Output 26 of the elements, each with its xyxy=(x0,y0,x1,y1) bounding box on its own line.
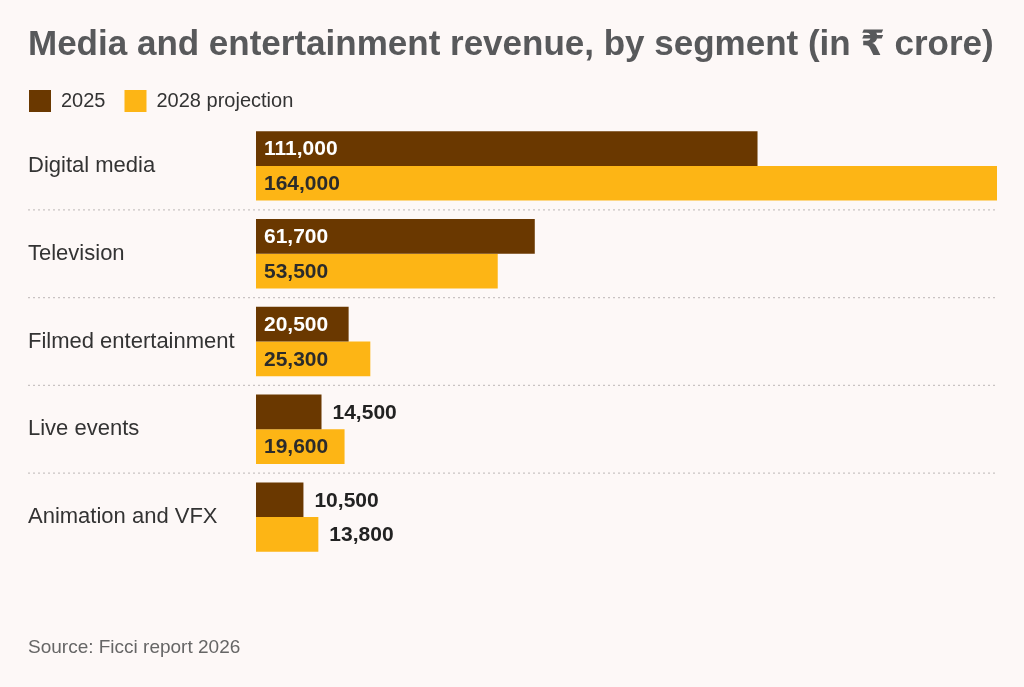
data-label: 13,800 xyxy=(329,522,394,546)
chart-title: Media and entertainment revenue, by segment (in ₹ crore) xyxy=(28,22,994,62)
bar xyxy=(256,253,498,289)
data-label: 164,000 xyxy=(264,171,340,195)
data-label: 61,700 xyxy=(264,224,329,248)
bar xyxy=(256,219,535,254)
data-label: 19,600 xyxy=(264,434,329,458)
legend-label: 2025 xyxy=(61,88,106,111)
bar xyxy=(256,482,304,518)
y-tick-label: Filmed entertainment xyxy=(28,327,235,353)
data-label: 25,300 xyxy=(264,346,329,370)
bar xyxy=(256,165,997,201)
bar xyxy=(256,394,322,430)
data-label: 53,500 xyxy=(264,258,329,282)
y-tick-label: Digital media xyxy=(28,151,156,177)
y-tick-label: Television xyxy=(28,239,125,265)
data-label: 111,000 xyxy=(264,136,338,160)
data-label: 14,500 xyxy=(332,399,397,423)
bar xyxy=(256,131,758,166)
data-label: 20,500 xyxy=(264,311,329,335)
bar xyxy=(256,517,319,552)
source-note: Source: Ficci report 2026 xyxy=(28,636,241,658)
y-tick-label: Animation and VFX xyxy=(28,503,218,529)
legend-label: 2028 projection xyxy=(156,88,294,111)
y-tick-label: Live events xyxy=(28,415,140,441)
data-label: 10,500 xyxy=(314,487,379,511)
